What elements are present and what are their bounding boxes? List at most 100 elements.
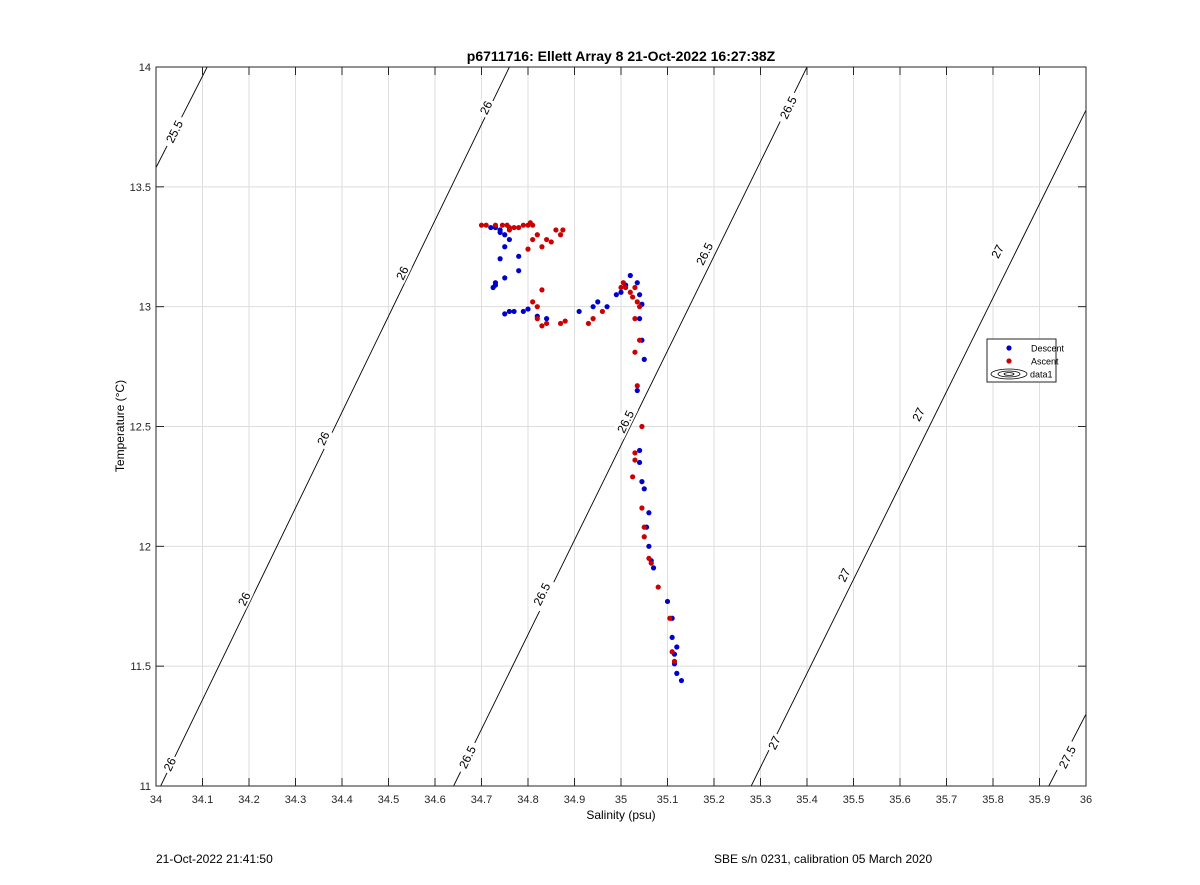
ascent-point bbox=[671, 658, 678, 664]
ascent-point bbox=[637, 304, 643, 310]
ascent-point bbox=[632, 316, 638, 322]
ascent-point bbox=[525, 246, 531, 252]
y-tick-label: 14 bbox=[139, 62, 151, 74]
ascent-point bbox=[516, 224, 522, 231]
ascent-point bbox=[539, 287, 545, 293]
isopycnal-label-bg bbox=[1052, 739, 1081, 775]
descent-point bbox=[544, 316, 550, 322]
x-tick-label: 35.3 bbox=[750, 794, 771, 806]
ascent-point bbox=[483, 222, 489, 228]
legend-label-ascent: Ascent bbox=[1031, 357, 1059, 367]
legend-contour-icon-inner bbox=[997, 370, 1021, 378]
ascent-point bbox=[534, 316, 540, 322]
x-tick-label: 35 bbox=[615, 794, 627, 806]
ascent-point bbox=[544, 320, 550, 327]
descent-point bbox=[637, 447, 643, 454]
ascent-point bbox=[511, 224, 517, 231]
x-tick-label: 34.6 bbox=[424, 794, 445, 806]
isopycnal-line-26 bbox=[160, 67, 510, 786]
isopycnal-label: 27 bbox=[907, 402, 928, 426]
isopycnal-label-text: 27 bbox=[835, 566, 854, 584]
y-axis-label: Temperature (°C) bbox=[113, 380, 127, 472]
isopycnal-label-text: 27 bbox=[988, 242, 1007, 260]
descent-point bbox=[650, 565, 657, 571]
isopycnal-label-text: 26 bbox=[477, 98, 496, 116]
isopycnal-label: 26 bbox=[475, 96, 496, 119]
descent-point bbox=[637, 459, 643, 466]
descent-point bbox=[525, 306, 531, 312]
ascent-point bbox=[599, 308, 606, 315]
x-tick-label: 35.8 bbox=[982, 794, 1003, 806]
descent-point bbox=[511, 308, 517, 315]
x-tick-label: 34.4 bbox=[331, 794, 352, 806]
isopycnal-label: 26.5 bbox=[527, 576, 555, 612]
ascent-point bbox=[534, 304, 540, 310]
legend-marker-descent bbox=[1006, 345, 1012, 351]
ascent-point bbox=[669, 649, 675, 655]
isopycnal-label-bg bbox=[233, 587, 254, 610]
legend-contour-icon-core bbox=[1003, 372, 1015, 376]
descent-point bbox=[502, 311, 508, 317]
isopycnal-label: 26 bbox=[233, 587, 254, 610]
descent-point bbox=[637, 292, 643, 298]
x-tick-label: 35.6 bbox=[889, 794, 910, 806]
isopycnal-label: 27 bbox=[986, 239, 1007, 263]
descent-point bbox=[576, 308, 582, 315]
x-tick-label: 34.2 bbox=[238, 794, 259, 806]
ascent-point bbox=[632, 349, 638, 355]
descent-point bbox=[520, 308, 526, 315]
ascent-point bbox=[634, 299, 640, 305]
ascent-point bbox=[630, 474, 636, 480]
descent-point bbox=[595, 299, 601, 305]
ascent-point bbox=[648, 560, 654, 566]
descent-point bbox=[637, 316, 643, 322]
ascent-point bbox=[557, 232, 564, 238]
descent-point bbox=[634, 387, 640, 394]
descent-point bbox=[497, 229, 503, 235]
isopycnal-label-bg bbox=[527, 576, 555, 612]
legend-label-descent: Descent bbox=[1031, 344, 1065, 354]
data-series bbox=[478, 220, 685, 684]
descent-point bbox=[678, 677, 685, 684]
descent-point bbox=[634, 280, 640, 286]
isopycnal-label-bg bbox=[453, 739, 480, 775]
ascent-point bbox=[641, 534, 647, 540]
ascent-point bbox=[632, 284, 638, 291]
x-tick-label: 35.5 bbox=[843, 794, 864, 806]
x-tick-label: 35.1 bbox=[657, 794, 678, 806]
descent-point bbox=[492, 280, 499, 286]
descent-point bbox=[488, 224, 494, 231]
ascent-point bbox=[506, 227, 512, 233]
y-tick-label: 12 bbox=[139, 541, 151, 553]
x-tick-label: 34 bbox=[150, 794, 162, 806]
isopycnal-label-bg bbox=[158, 752, 180, 776]
ascent-point bbox=[639, 423, 645, 430]
isopycnal-label: 26.5 bbox=[453, 739, 480, 775]
ascent-point bbox=[530, 299, 536, 305]
ascent-point bbox=[630, 294, 636, 300]
ascent-point bbox=[655, 584, 661, 590]
ascent-point bbox=[667, 615, 673, 621]
legend[interactable]: Descent Ascent data1 bbox=[986, 338, 1065, 383]
isopycnal-label-bg bbox=[833, 563, 854, 586]
x-axis-label: Salinity (psu) bbox=[586, 808, 655, 822]
descent-point bbox=[516, 268, 522, 274]
isopycnal-label: 27 bbox=[763, 731, 784, 754]
ascent-point bbox=[539, 244, 545, 250]
x-tick-label: 34.3 bbox=[285, 794, 306, 806]
descent-point bbox=[641, 486, 647, 492]
ascent-point bbox=[478, 222, 485, 228]
legend-marker-ascent bbox=[1006, 358, 1012, 364]
descent-point bbox=[664, 598, 671, 605]
isopycnal-label-bg bbox=[774, 89, 801, 125]
footer-timestamp: 21-Oct-2022 21:41:50 bbox=[156, 852, 273, 866]
ascent-point bbox=[618, 284, 624, 291]
descent-point bbox=[604, 304, 610, 310]
descent-point bbox=[506, 308, 512, 315]
x-tick-label: 35.2 bbox=[703, 794, 724, 806]
isopycnal-label: 27 bbox=[833, 563, 854, 586]
isopycnal-label-bg bbox=[611, 403, 639, 439]
ascent-point bbox=[544, 236, 550, 243]
ascent-point bbox=[530, 222, 536, 228]
